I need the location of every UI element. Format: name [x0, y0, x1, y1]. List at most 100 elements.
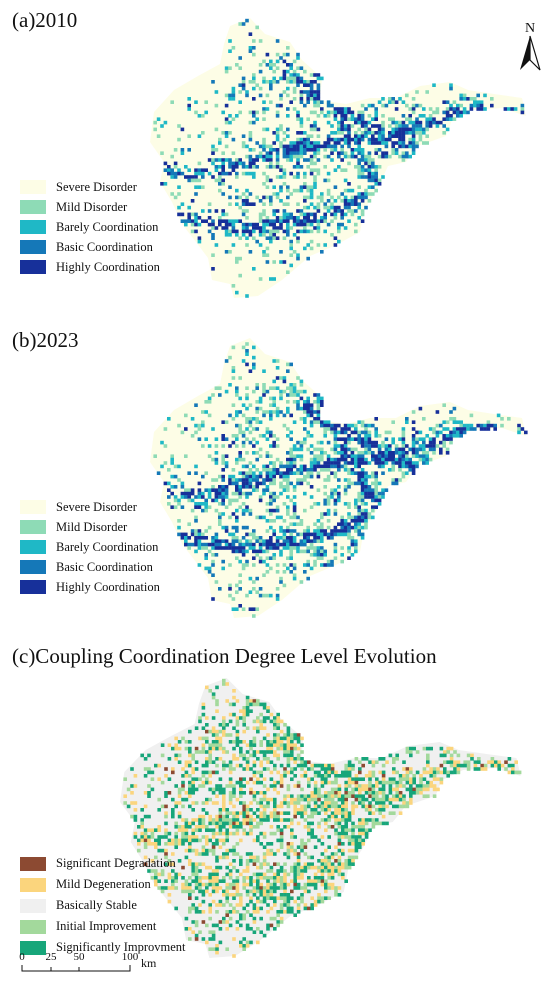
- map-cell: [418, 127, 423, 132]
- map-cell: [276, 743, 280, 747]
- map-cell: [228, 114, 232, 118]
- map-cell: [211, 161, 215, 166]
- map-cell: [381, 780, 386, 785]
- map-cell: [351, 794, 355, 798]
- map-cell: [228, 502, 232, 506]
- map-cell: [313, 879, 318, 883]
- map-cell: [398, 478, 402, 482]
- map-cell: [360, 158, 365, 162]
- map-cell: [296, 746, 301, 751]
- map-cell: [316, 158, 321, 162]
- map-cell: [296, 736, 301, 741]
- map-cell: [296, 549, 300, 554]
- map-cell: [249, 899, 253, 904]
- map-cell: [248, 607, 253, 611]
- map-cell: [265, 158, 270, 162]
- map-cell: [286, 736, 291, 741]
- map-cell: [299, 580, 304, 584]
- scale-tick-label: 100: [122, 951, 139, 963]
- map-cell: [239, 913, 243, 917]
- legend-label: Basically Stable: [56, 898, 137, 912]
- map-cell: [242, 777, 246, 781]
- map-cell: [316, 243, 321, 247]
- map-cell: [245, 811, 250, 815]
- map-cell: [317, 787, 321, 792]
- map-cell: [316, 222, 321, 227]
- map-cell: [171, 838, 175, 843]
- map-cell: [235, 825, 240, 829]
- map-cell: [225, 896, 229, 900]
- map-cell: [411, 97, 416, 101]
- map-cell: [354, 855, 359, 860]
- map-cell: [368, 777, 372, 781]
- map-cell: [222, 801, 226, 805]
- map-cell: [452, 420, 457, 424]
- map-cell: [157, 879, 161, 883]
- map-cell: [180, 219, 185, 223]
- map-cell: [283, 743, 287, 747]
- map-cell: [296, 471, 300, 475]
- map-cell: [188, 927, 192, 931]
- map-cell: [279, 838, 284, 843]
- map-cell: [364, 818, 369, 822]
- map-cell: [341, 865, 345, 870]
- map-cell: [320, 556, 324, 560]
- map-cell: [252, 580, 256, 584]
- map-cell: [351, 808, 355, 812]
- map-cell: [245, 481, 249, 486]
- map-cell: [293, 814, 297, 819]
- map-cell: [164, 848, 168, 853]
- map-cell: [395, 791, 399, 795]
- map-cell: [320, 464, 324, 469]
- map-cell: [347, 760, 352, 764]
- map-cell: [235, 736, 240, 741]
- map-cell: [429, 770, 433, 775]
- map-cell: [147, 814, 151, 819]
- map-cell: [258, 154, 263, 159]
- map-cell: [214, 495, 219, 499]
- map-cell: [272, 481, 276, 486]
- map-cell: [350, 209, 355, 213]
- map-cell: [327, 763, 331, 768]
- map-cell: [197, 168, 202, 172]
- map-cell: [286, 107, 290, 111]
- map-cell: [371, 457, 375, 462]
- map-cell: [296, 794, 301, 798]
- map-cell: [279, 529, 283, 533]
- map-cell: [310, 862, 314, 866]
- map-cell: [198, 930, 202, 934]
- map-cell: [235, 437, 239, 441]
- map-cell: [279, 199, 283, 203]
- map-cell: [309, 212, 314, 217]
- map-cell: [466, 427, 470, 431]
- map-cell: [252, 451, 256, 455]
- map-cell: [426, 780, 430, 785]
- map-cell: [415, 770, 420, 775]
- map-cell: [218, 165, 222, 169]
- map-cell: [231, 93, 236, 98]
- map-cell: [177, 192, 181, 196]
- map-cell: [201, 801, 206, 805]
- map-cell: [449, 434, 453, 438]
- map-cell: [313, 787, 318, 792]
- map-cell: [266, 879, 270, 883]
- map-cell: [309, 127, 314, 132]
- map-cell: [354, 454, 358, 458]
- map-cell: [418, 454, 423, 458]
- map-cell: [222, 682, 226, 686]
- map-cell: [177, 801, 182, 805]
- map-cell: [173, 464, 178, 469]
- map-cell: [221, 474, 225, 479]
- map-cell: [415, 90, 419, 94]
- map-cell: [405, 464, 409, 469]
- map-cell: [187, 498, 191, 503]
- map-cell: [358, 825, 362, 829]
- map-cell: [371, 440, 375, 445]
- map-cell: [367, 423, 372, 428]
- legend-swatch: [20, 500, 46, 514]
- map-cell: [405, 780, 410, 785]
- map-cell: [401, 451, 406, 455]
- map-cell: [187, 212, 191, 217]
- map-cell: [364, 491, 368, 496]
- map-cell: [337, 818, 342, 822]
